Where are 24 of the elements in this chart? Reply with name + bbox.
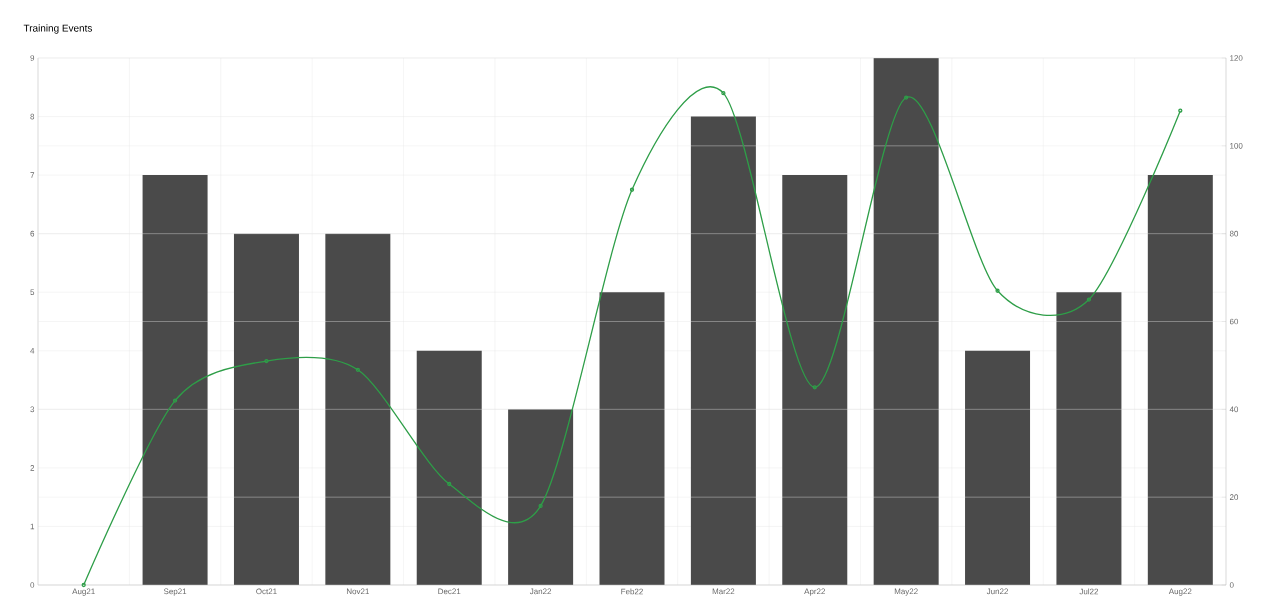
bar (599, 292, 665, 585)
bar (873, 58, 939, 585)
bar (325, 233, 391, 585)
point (812, 385, 817, 390)
point (447, 481, 452, 487)
point (629, 187, 635, 192)
point (172, 398, 178, 403)
bar (690, 116, 756, 585)
bar (233, 233, 299, 585)
point (721, 90, 726, 96)
point (538, 503, 543, 509)
bar (965, 350, 1031, 585)
bar (1056, 292, 1122, 585)
point (1086, 297, 1092, 302)
bar (416, 350, 482, 585)
bar (1147, 175, 1213, 585)
bar (142, 175, 208, 585)
bar (508, 409, 574, 585)
point (904, 95, 909, 100)
chart-title: Training Events (23, 24, 92, 34)
point (355, 367, 360, 372)
point (995, 288, 1000, 293)
point (264, 358, 269, 364)
bar (782, 175, 848, 585)
